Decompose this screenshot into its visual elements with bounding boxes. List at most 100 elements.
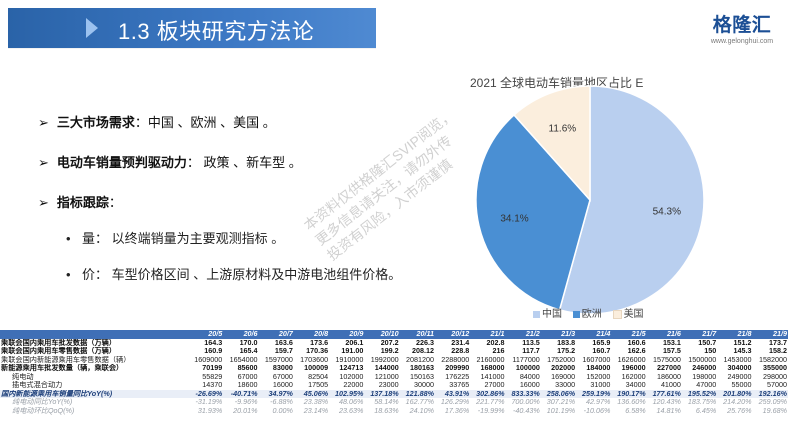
legend-swatch-europe (572, 310, 580, 318)
table-row: 纯电动环比QoQ(%) 31.93% 20.01% 0.00% 23.14% 23.63%… (0, 407, 788, 416)
table-cell: 258.06% (540, 389, 577, 398)
table-cell: 1597000 (264, 355, 293, 364)
table-cell: 1582000 (759, 355, 787, 364)
table-cell: 2160000 (476, 355, 505, 364)
table-cell: 198000 (692, 372, 717, 381)
row-label: 纯电动 (12, 372, 34, 381)
table-cell: 2288000 (441, 355, 470, 364)
banner-arrow-icon (86, 18, 98, 38)
row-label: 纯电动环比QoQ(%) (12, 406, 75, 415)
table-cell: 100009 (304, 364, 329, 372)
bullet-label: 指标跟踪 (56, 195, 109, 210)
table-cell: 16000 (519, 381, 540, 389)
table-cell: 25.76% (727, 406, 752, 415)
table-cell: 249000 (727, 372, 752, 381)
sub-bullet-volume: • 量： 以终端销量为主要观测指标 。 (66, 228, 284, 247)
table-cell: 14.81% (656, 406, 681, 415)
sub-bullet-price: • 价： 车型价格区间 、上游原材料及中游电池组件价格。 (66, 264, 401, 283)
table-cell: 16000 (272, 381, 293, 389)
bullet-text: ： 政策 、新车型 。 (186, 155, 302, 170)
table-cell: -9.96% (234, 398, 258, 406)
table-cell: 183.75% (687, 398, 717, 406)
table-cell: 208.12 (411, 347, 434, 355)
table-cell: 67000 (237, 372, 258, 381)
table-header-month: 20/6 (223, 330, 259, 339)
table-cell: 27000 (484, 381, 505, 389)
legend-swatch-china (533, 310, 540, 318)
table-cell: 302.86% (470, 389, 506, 398)
table-cell: 216 (492, 347, 505, 355)
table-cell: 162000 (621, 372, 646, 381)
table-cell: 833.33% (505, 389, 541, 398)
table-cell: 144000 (374, 364, 399, 372)
watermark: 本资料仅供格隆汇SVIP阅览， 更多信息请关注，请勿外传 投资有风险，入市须谨慎 (300, 106, 482, 265)
table-cell: 164.3 (204, 338, 223, 347)
table-cell: 168000 (480, 364, 505, 372)
table-header-month: 21/5 (611, 330, 647, 339)
table-cell: 1703600 (300, 355, 329, 364)
table-header-month: 20/8 (293, 330, 330, 339)
bullet-indicator-tracking: ➢ 指标跟踪： (38, 192, 122, 211)
chart-legend: 中国 欧洲 美国 (525, 305, 644, 320)
table-cell: 34.97% (258, 389, 294, 398)
table-cell: 1607000 (582, 355, 611, 364)
sub-bullet-text: 量： 以终端销量为主要观测指标 。 (82, 231, 285, 246)
table-cell: -6.88% (270, 398, 293, 406)
table-cell: 165.4 (239, 347, 258, 355)
table-cell: 84000 (519, 372, 540, 381)
table-cell: 202000 (551, 364, 576, 372)
table-cell: 121000 (374, 372, 399, 381)
table-cell: 55829 (202, 372, 223, 381)
table-cell: 31.93% (197, 406, 223, 415)
table-row: 新能源乘用车批发数量（辆，乘联会） 70199 85600 83000 100009 12… (0, 364, 788, 373)
row-label: 新能源乘用车批发数量（辆，乘联会） (1, 364, 124, 372)
table-cell: 23.63% (339, 406, 364, 415)
table-cell: 102.95% (329, 389, 365, 398)
pie-data-label-1: 34.1% (500, 214, 528, 225)
table-header-month: 21/1 (470, 330, 506, 339)
bullet-text: ： (108, 195, 122, 210)
table-cell: 227000 (656, 364, 681, 372)
table-cell: 228.8 (451, 347, 470, 355)
bullet-text: ：中国 、欧洲 、美国 。 (134, 115, 276, 130)
table-cell: 201.80% (717, 389, 753, 398)
pie-data-label-2: 11.6% (549, 124, 577, 135)
table-header-month: 20/11 (399, 330, 435, 339)
table-cell: 186000 (656, 372, 681, 381)
table-cell: 23.14% (303, 406, 329, 415)
gelonghui-logo: 格隆汇 www.gelonghui.com (710, 10, 774, 58)
table-cell: 31000 (590, 381, 611, 389)
table-cell: 126.29% (440, 398, 470, 406)
table-cell: 136.60% (617, 398, 646, 406)
table-cell: 150.7 (698, 338, 717, 347)
table-cell: 199.2 (380, 347, 399, 355)
pie-data-label-0: 54.3% (653, 206, 681, 217)
table-cell: 0.00% (272, 406, 293, 415)
table-row: 纯电动同比YoY(%) -31.19% -9.96% -6.88% 23.38% 48.0… (0, 398, 788, 407)
legend-label-usa: 美国 (623, 309, 644, 320)
table-cell: 231.4 (451, 338, 470, 347)
table-cell: 175.2 (557, 347, 576, 355)
table-header-month: 21/4 (576, 330, 612, 339)
table-cell: 176225 (445, 372, 470, 381)
table-cell: -10.06% (583, 406, 611, 415)
table-cell: 55000 (731, 381, 752, 389)
table-cell: 151.2 (733, 338, 752, 347)
table-cell: 190.17% (611, 389, 647, 398)
table-cell: 206.1 (345, 338, 364, 347)
watermark-line: 更多信息请关注，请勿外传 (312, 132, 455, 249)
table-cell: 1910000 (335, 355, 364, 364)
table-cell: 191.00 (341, 347, 364, 355)
table-cell: 137.18% (364, 389, 400, 398)
table-header-month: 21/8 (717, 330, 753, 339)
table-cell: 42.97% (585, 398, 611, 406)
table-cell: 141000 (480, 372, 505, 381)
table-cell: 246000 (692, 364, 717, 372)
row-label: 国内新能源乘用车销量同比YoY(%) (0, 389, 188, 398)
table-header-month: 21/7 (681, 330, 718, 339)
table-cell: 33765 (449, 381, 470, 389)
table-cell: 195.52% (681, 389, 718, 398)
bullet-label: 电动车销量预判驱动力 (56, 155, 187, 170)
table-cell: 1752000 (547, 355, 576, 364)
table-cell: 162.77% (405, 398, 434, 406)
